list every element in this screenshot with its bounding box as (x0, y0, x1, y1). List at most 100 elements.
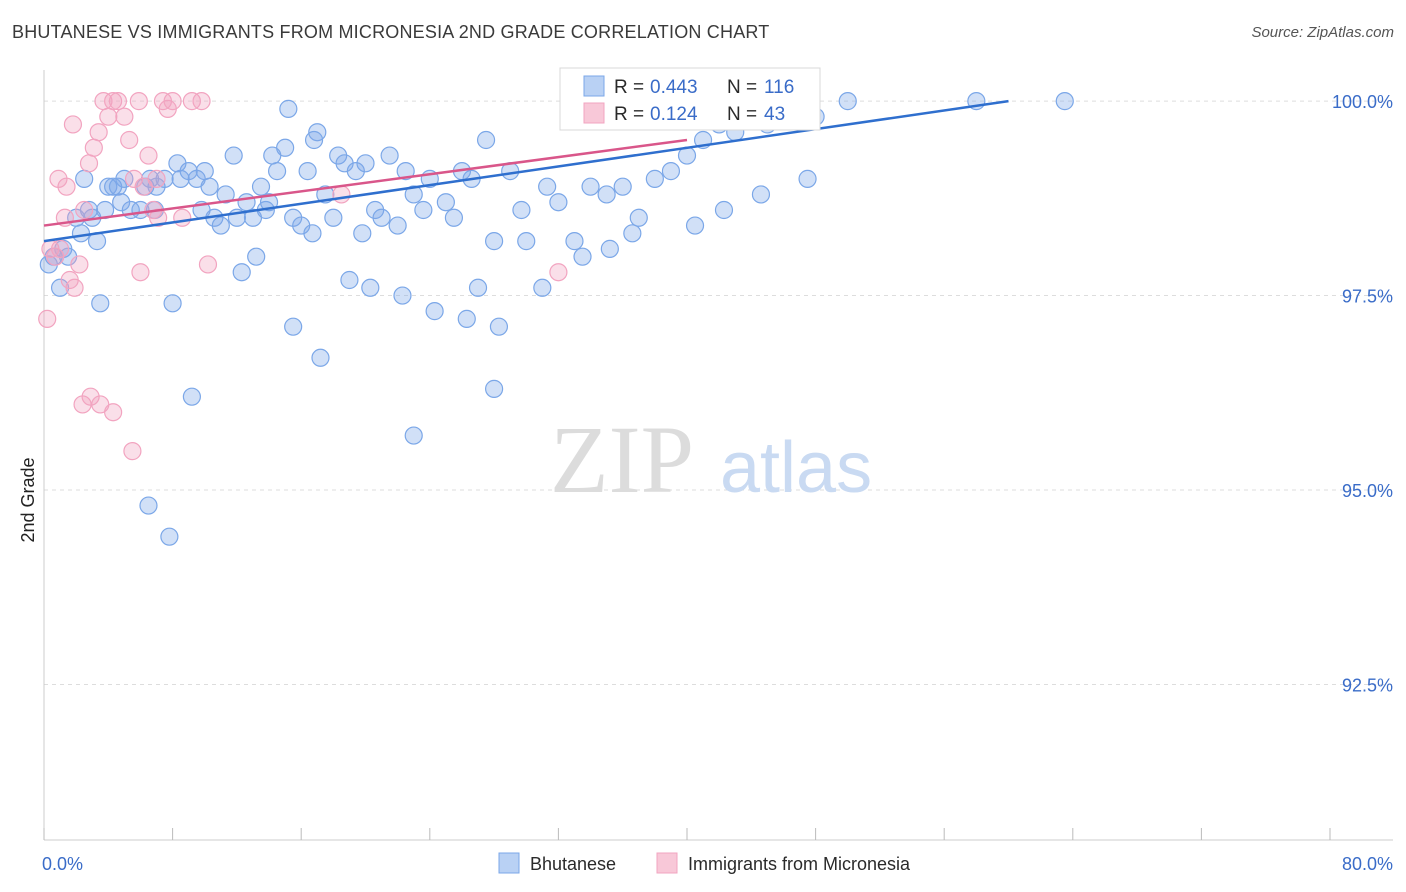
point-0-47 (372, 208, 391, 227)
point-0-90 (303, 224, 322, 243)
point-1-14 (104, 92, 123, 111)
legend-r-value-1: 0.124 (650, 104, 698, 125)
point-0-94 (512, 200, 531, 220)
point-0-119 (1055, 92, 1074, 111)
bottom-legend-swatch-bhutanese (498, 852, 520, 874)
point-0-107 (485, 379, 504, 398)
point-0-81 (335, 154, 354, 173)
point-1-35 (123, 442, 142, 461)
point-1-30 (198, 255, 218, 274)
point-0-54 (468, 278, 488, 297)
point-1-15 (108, 92, 128, 111)
point-1-39 (49, 169, 68, 188)
point-0-100 (393, 286, 412, 305)
point-1-34 (104, 403, 123, 422)
point-0-80 (304, 130, 324, 150)
point-0-59 (549, 193, 568, 212)
point-0-32 (251, 177, 271, 196)
point-0-96 (168, 154, 187, 173)
point-0-11 (99, 177, 118, 196)
point-1-28 (182, 92, 201, 111)
point-1-26 (163, 92, 182, 111)
point-0-91 (353, 224, 372, 243)
series-legend: Bhutanese Immigrants from Micronesia (498, 852, 911, 874)
point-1-9 (79, 154, 99, 173)
point-0-95 (538, 177, 557, 196)
legend-r-label-1: R = (614, 104, 644, 125)
point-1-19 (129, 92, 148, 111)
point-1-6 (65, 278, 84, 297)
bottom-legend-bhutanese: Bhutanese (530, 854, 616, 874)
point-1-36 (131, 263, 150, 282)
point-1-32 (81, 387, 100, 406)
point-1-17 (120, 130, 139, 150)
point-0-116 (714, 200, 734, 220)
bottom-legend-swatch-micronesia (656, 852, 678, 874)
point-0-30 (237, 193, 256, 212)
point-1-29 (192, 92, 211, 111)
point-0-112 (573, 247, 592, 266)
point-1-40 (332, 185, 351, 204)
stats-legend: R = 0.443 N = 116 R = 0.124 N = 43 (559, 67, 821, 131)
x-tick-max: 80.0% (1342, 854, 1393, 874)
point-1-18 (124, 169, 144, 188)
trend-line-0 (43, 99, 1009, 243)
point-0-38 (298, 162, 317, 181)
point-0-43 (340, 270, 359, 290)
point-0-41 (324, 208, 343, 227)
point-0-10 (91, 294, 110, 313)
point-0-86 (112, 193, 131, 212)
point-0-28 (216, 185, 235, 204)
point-0-2 (50, 278, 70, 297)
point-0-63 (613, 177, 632, 196)
point-0-82 (380, 146, 399, 165)
axes (43, 70, 1393, 841)
point-0-14 (115, 169, 134, 188)
point-0-110 (160, 527, 179, 546)
chart-source: Source: ZipAtlas.com (1251, 24, 1394, 41)
point-0-50 (404, 185, 423, 204)
point-0-27 (211, 216, 230, 235)
legend-n-label-0: N = (727, 77, 757, 98)
point-0-48 (388, 216, 407, 235)
point-0-79 (279, 99, 298, 118)
point-0-6 (71, 224, 91, 243)
point-0-66 (661, 162, 681, 181)
point-0-101 (425, 302, 444, 321)
legend-r-value-0: 0.443 (650, 77, 698, 98)
point-1-0 (38, 309, 57, 328)
x-tick-min: 0.0% (42, 854, 83, 874)
point-1-16 (115, 107, 134, 126)
point-0-114 (623, 224, 642, 243)
y-tick-label-3: 92.5% (1342, 675, 1393, 695)
legend-n-value-1: 43 (764, 104, 785, 125)
point-0-118 (798, 169, 817, 188)
point-0-58 (533, 278, 552, 297)
point-0-92 (414, 200, 433, 220)
y-axis-label: 2nd Grade (18, 457, 38, 542)
point-0-64 (629, 208, 648, 227)
point-0-109 (139, 496, 158, 515)
legend-n-value-0: 116 (764, 77, 794, 98)
point-1-42 (63, 115, 83, 134)
point-0-84 (476, 130, 496, 150)
gridlines (44, 100, 1393, 685)
y-tick-label-0: 100.0% (1332, 92, 1393, 112)
y-tick-labels: 100.0% 97.5% 95.0% 92.5% (1332, 92, 1393, 695)
point-0-61 (581, 177, 600, 196)
point-1-8 (75, 200, 94, 220)
point-1-13 (99, 107, 118, 126)
point-0-121 (838, 92, 857, 111)
watermark-atlas: atlas (720, 428, 872, 508)
point-0-34 (267, 162, 287, 181)
point-0-85 (75, 169, 94, 188)
point-0-88 (224, 146, 243, 165)
point-0-117 (751, 185, 771, 204)
point-0-52 (436, 193, 455, 212)
point-0-105 (311, 348, 330, 367)
point-0-102 (457, 309, 476, 328)
point-1-10 (84, 138, 103, 157)
point-1-41 (549, 263, 568, 282)
point-0-97 (200, 177, 219, 196)
